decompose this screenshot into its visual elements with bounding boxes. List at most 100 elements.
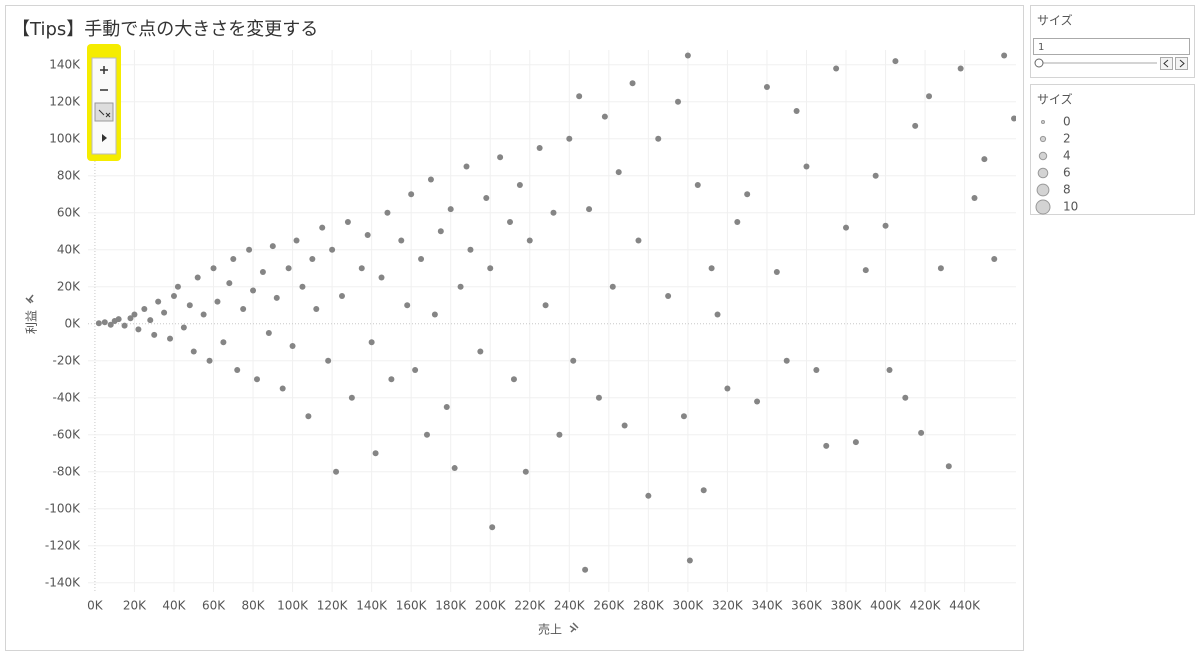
data-point — [655, 135, 662, 142]
x-tick-label: 400K — [870, 599, 902, 613]
zoom-in-button[interactable] — [100, 66, 108, 74]
grid — [88, 50, 1016, 592]
data-point — [708, 265, 715, 272]
y-tick-label: -100K — [45, 501, 81, 515]
x-tick-label: 80K — [241, 599, 265, 613]
data-point — [783, 357, 790, 364]
data-point — [174, 283, 181, 290]
legend-label: 6 — [1063, 166, 1071, 180]
slider-knob[interactable] — [1034, 58, 1044, 68]
y-tick-label: 100K — [49, 131, 81, 145]
data-point — [101, 319, 108, 326]
data-point — [427, 176, 434, 183]
data-point — [556, 431, 563, 438]
data-point — [220, 339, 227, 346]
data-point — [793, 108, 800, 115]
data-point — [892, 58, 899, 65]
data-point — [194, 274, 201, 281]
data-point — [364, 231, 371, 238]
slider-next[interactable] — [1175, 57, 1188, 70]
data-point — [404, 302, 411, 309]
data-point — [734, 219, 741, 226]
reset-icon — [98, 109, 111, 118]
data-point — [443, 404, 450, 411]
data-point — [246, 246, 253, 253]
data-point — [686, 557, 693, 564]
data-point — [957, 65, 964, 72]
expand-button[interactable] — [102, 134, 107, 142]
y-axis-label: 利益 — [25, 310, 39, 334]
data-point — [684, 52, 691, 59]
data-point — [506, 219, 513, 226]
data-point — [522, 468, 529, 475]
parameter-input[interactable] — [1033, 38, 1190, 55]
pin-icon[interactable] — [25, 294, 34, 304]
y-tick-label: 0K — [64, 316, 81, 330]
data-point — [773, 268, 780, 275]
legend-label: 4 — [1063, 149, 1071, 163]
data-point — [358, 265, 365, 272]
x-tick-label: 180K — [435, 599, 467, 613]
axes: 0K 20K 40K 60K 80K 100K 120K 140K 160K 180K 200K 22… — [45, 57, 981, 612]
data-point — [95, 320, 102, 327]
parameter-value[interactable]: 1 — [1038, 42, 1044, 53]
data-point — [615, 169, 622, 176]
data-point — [463, 163, 470, 170]
data-point — [234, 367, 241, 374]
data-point — [763, 83, 770, 90]
data-point — [388, 376, 395, 383]
data-point — [127, 315, 134, 322]
data-point — [305, 413, 312, 420]
data-point — [180, 324, 187, 331]
legend-title: サイズ — [1037, 92, 1073, 107]
data-point — [991, 256, 998, 263]
data-point — [447, 206, 454, 213]
data-point — [714, 311, 721, 318]
reset-button[interactable] — [94, 102, 114, 122]
x-tick-label: 260K — [593, 599, 625, 613]
y-tick-label: 20K — [57, 279, 81, 293]
legend-size-mark — [1036, 183, 1050, 197]
y-tick-label: -80K — [53, 464, 82, 478]
data-point — [384, 209, 391, 216]
data-point — [1001, 52, 1008, 59]
x-tick-label: 200K — [475, 599, 507, 613]
data-point — [813, 367, 820, 374]
data-point — [333, 468, 340, 475]
x-tick-label: 140K — [356, 599, 388, 613]
data-point — [200, 311, 207, 318]
data-point — [151, 331, 158, 338]
data-point — [550, 209, 557, 216]
data-point — [451, 465, 458, 472]
data-point — [586, 206, 593, 213]
data-point — [945, 463, 952, 470]
x-tick-label: 220K — [514, 599, 546, 613]
data-point — [273, 294, 280, 301]
slider-prev[interactable] — [1160, 57, 1173, 70]
x-tick-label: 120K — [317, 599, 349, 613]
data-point — [107, 321, 114, 328]
data-point — [170, 293, 177, 300]
y-tick-label: 60K — [57, 205, 81, 219]
legend-label: 0 — [1063, 115, 1071, 129]
data-point — [161, 309, 168, 316]
size-legend: 0 2 4 6 8 10 — [1035, 115, 1078, 215]
data-point — [570, 357, 577, 364]
data-point — [1011, 115, 1016, 122]
data-point — [338, 293, 345, 300]
legend-size-mark — [1038, 151, 1048, 161]
pin-icon[interactable] — [569, 622, 579, 633]
data-point — [329, 246, 336, 253]
data-point — [694, 182, 701, 189]
x-tick-label: 380K — [831, 599, 863, 613]
data-point — [141, 305, 148, 312]
x-tick-label: 160K — [396, 599, 428, 613]
data-point — [131, 311, 138, 318]
chart-title: 【Tips】手動で点の大きさを変更する — [12, 19, 318, 40]
data-point — [325, 357, 332, 364]
data-point — [259, 268, 266, 275]
data-point — [862, 267, 869, 274]
chart-panel — [5, 5, 1024, 651]
x-axis-label: 売上 — [538, 622, 562, 637]
